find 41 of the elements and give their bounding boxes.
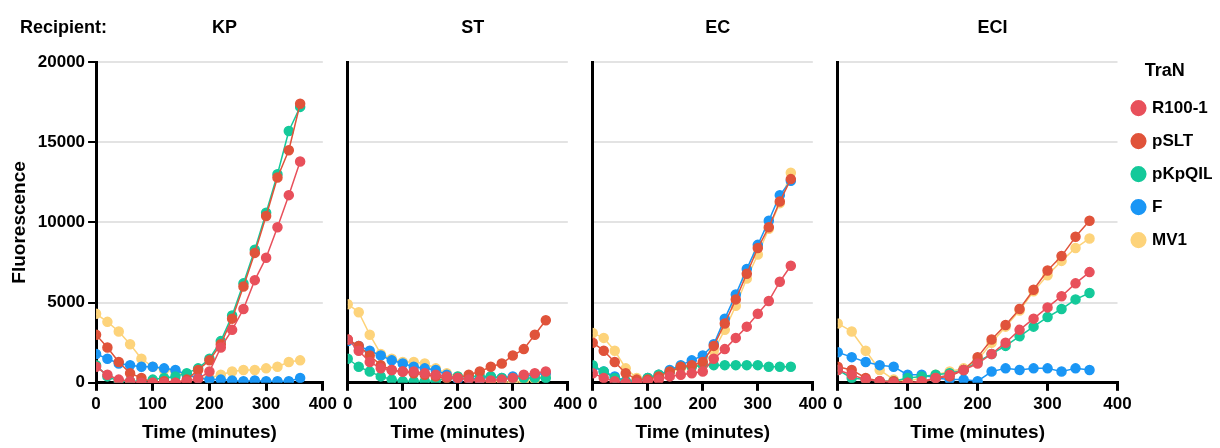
legend-title: TraN bbox=[1144, 59, 1185, 80]
legend-label: F bbox=[1152, 196, 1163, 216]
y-axis-title: Fluorescence bbox=[7, 161, 29, 284]
x-tick-label: 400 bbox=[553, 393, 583, 413]
x-axis-title: Time (minutes) bbox=[635, 420, 771, 442]
x-tick-label: 200 bbox=[443, 393, 472, 413]
x-tick-label: 300 bbox=[498, 393, 527, 413]
legend-label: MV1 bbox=[1152, 229, 1187, 249]
x-tick-label: 0 bbox=[91, 393, 101, 413]
text: Recipient: bbox=[20, 16, 108, 37]
legend-label: R100-1 bbox=[1152, 97, 1208, 117]
x-tick-label: 0 bbox=[832, 393, 843, 413]
x-tick-label: 300 bbox=[251, 393, 281, 413]
y-tick-label: 0 bbox=[75, 372, 86, 392]
x-tick-label: 300 bbox=[743, 393, 772, 413]
x-tick-label: 200 bbox=[963, 393, 992, 413]
x-tick-label: 400 bbox=[798, 393, 828, 413]
chart-title: EC bbox=[705, 16, 731, 37]
x-tick-label: 100 bbox=[388, 393, 417, 413]
y-tick-label: 20000 bbox=[37, 51, 86, 71]
x-tick-label: 400 bbox=[308, 393, 338, 413]
x-axis-title: Time (minutes) bbox=[142, 420, 277, 442]
x-tick-label: 300 bbox=[1033, 393, 1062, 413]
x-tick-label: 100 bbox=[893, 393, 922, 413]
legend-label: pKpQIL bbox=[1152, 163, 1214, 183]
chart-title: ST bbox=[461, 16, 485, 37]
x-axis-title: Time (minutes) bbox=[910, 420, 1045, 442]
x-tick-label: 0 bbox=[342, 393, 353, 413]
y-tick-label: 5000 bbox=[47, 292, 86, 312]
x-axis-title: Time (minutes) bbox=[390, 420, 526, 442]
x-tick-label: 0 bbox=[587, 393, 598, 413]
chart-title: KP bbox=[211, 16, 237, 37]
chart-title: ECI bbox=[977, 16, 1008, 37]
legend-label: pSLT bbox=[1152, 130, 1194, 150]
x-tick-label: 100 bbox=[633, 393, 662, 413]
x-tick-label: 200 bbox=[688, 393, 717, 413]
y-tick-label: 10000 bbox=[37, 212, 86, 232]
x-tick-label: 100 bbox=[138, 393, 167, 413]
x-tick-label: 200 bbox=[195, 393, 224, 413]
x-tick-label: 400 bbox=[1103, 393, 1132, 413]
y-tick-label: 15000 bbox=[37, 131, 86, 151]
